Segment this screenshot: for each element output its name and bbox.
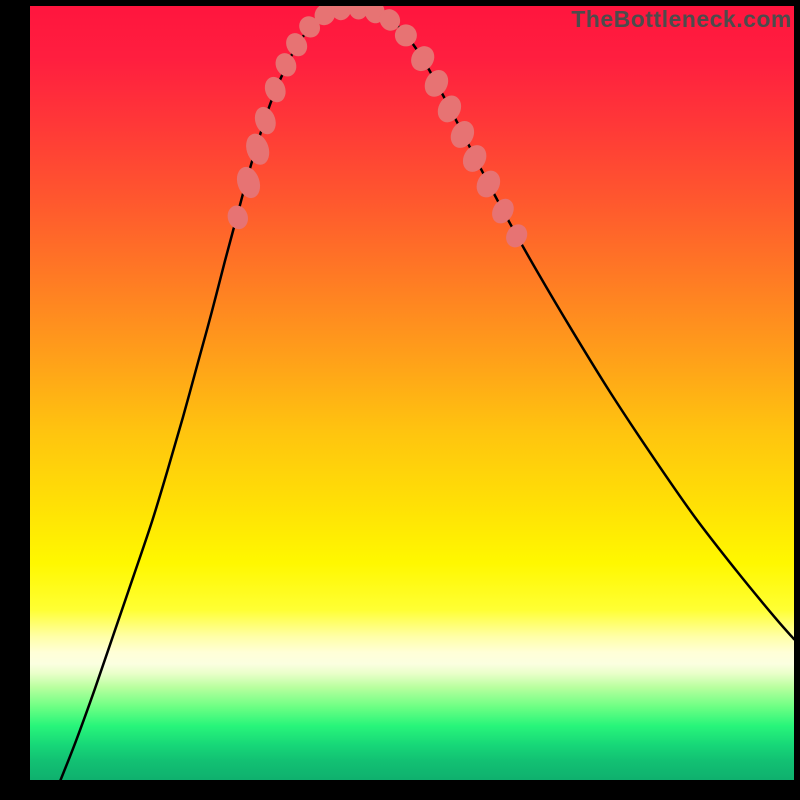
bottleneck-curve xyxy=(61,7,794,780)
plot-area xyxy=(30,6,794,780)
curve-marker xyxy=(420,66,453,101)
plot-overlay xyxy=(30,6,794,780)
curve-marker xyxy=(242,131,273,168)
curve-marker xyxy=(472,166,505,201)
curve-marker xyxy=(502,220,532,251)
curve-marker xyxy=(251,104,279,137)
curve-marker xyxy=(261,74,289,105)
curve-marker xyxy=(488,195,518,228)
chart-stage: TheBottleneck.com xyxy=(0,0,800,800)
curve-marker xyxy=(433,91,465,126)
curve-marker xyxy=(225,203,251,232)
curve-marker xyxy=(406,42,438,76)
marker-group xyxy=(225,6,532,251)
curve-marker xyxy=(233,164,264,201)
watermark-text: TheBottleneck.com xyxy=(571,6,792,33)
